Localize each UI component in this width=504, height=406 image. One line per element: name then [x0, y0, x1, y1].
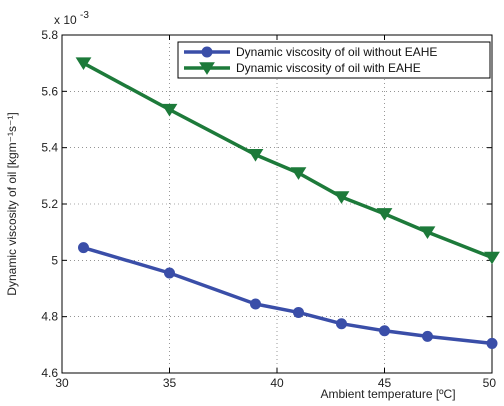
y-multiplier-exponent: -3 — [80, 10, 89, 21]
legend-entries: Dynamic viscosity of oil without EAHE Dyn… — [184, 45, 437, 75]
x-axis-label: Ambient temperature [ºC] — [320, 387, 455, 401]
legend-label: Dynamic viscosity of oil without EAHE — [236, 45, 437, 59]
x-tick-label: 40 — [270, 376, 284, 390]
data-point — [419, 226, 436, 240]
data-point — [336, 318, 347, 330]
data-point — [486, 337, 498, 349]
data-point — [247, 148, 264, 162]
y-axis-multiplier: x 10 -3 — [54, 10, 89, 27]
data-point — [333, 191, 350, 204]
data-point — [78, 242, 89, 254]
legend-label: Dynamic viscosity of oil with EAHE — [236, 61, 421, 75]
data-point — [161, 103, 178, 117]
series-1 — [78, 242, 498, 349]
y-axis-label: Dynamic viscosity of oil [kgm⁻¹s⁻¹] — [5, 112, 19, 295]
x-tick-label: 30 — [55, 376, 69, 390]
y-multiplier-base: x 10 — [54, 13, 77, 27]
data-point — [250, 298, 261, 310]
series-2 — [75, 57, 500, 265]
y-tick-label: 5 — [51, 253, 58, 267]
data-point — [376, 208, 393, 221]
y-tick-label: 4.8 — [41, 310, 58, 324]
x-tick-label: 50 — [483, 376, 497, 390]
series-line — [82, 61, 493, 260]
data-point — [293, 306, 304, 318]
y-tick-label: 4.6 — [41, 366, 58, 380]
data-point — [379, 325, 390, 337]
y-tick-label: 5.6 — [41, 84, 58, 98]
legend-entry: Dynamic viscosity of oil with EAHE — [184, 61, 421, 75]
legend-box — [177, 41, 491, 79]
data-series — [75, 57, 500, 349]
data-point — [422, 330, 433, 342]
legend-entry: Dynamic viscosity of oil without EAHE — [184, 45, 437, 59]
y-tick-label: 5.8 — [41, 28, 58, 42]
data-point — [290, 167, 307, 180]
legend-marker — [201, 46, 213, 58]
data-point — [484, 251, 500, 265]
y-tick-label: 5.4 — [41, 141, 58, 155]
axis-ticks: 30 35 40 45 50 4.6 4.8 5 5.2 5.4 5.6 5.8 — [41, 28, 496, 390]
series-line — [83, 245, 493, 346]
x-tick-label: 35 — [163, 376, 177, 390]
legend: Dynamic viscosity of oil without EAHE Dyn… — [177, 41, 491, 79]
legend-marker — [199, 62, 215, 75]
x-tick-label: 45 — [378, 376, 392, 390]
y-tick-label: 5.2 — [41, 197, 58, 211]
data-point — [164, 267, 175, 279]
data-point — [75, 57, 92, 71]
